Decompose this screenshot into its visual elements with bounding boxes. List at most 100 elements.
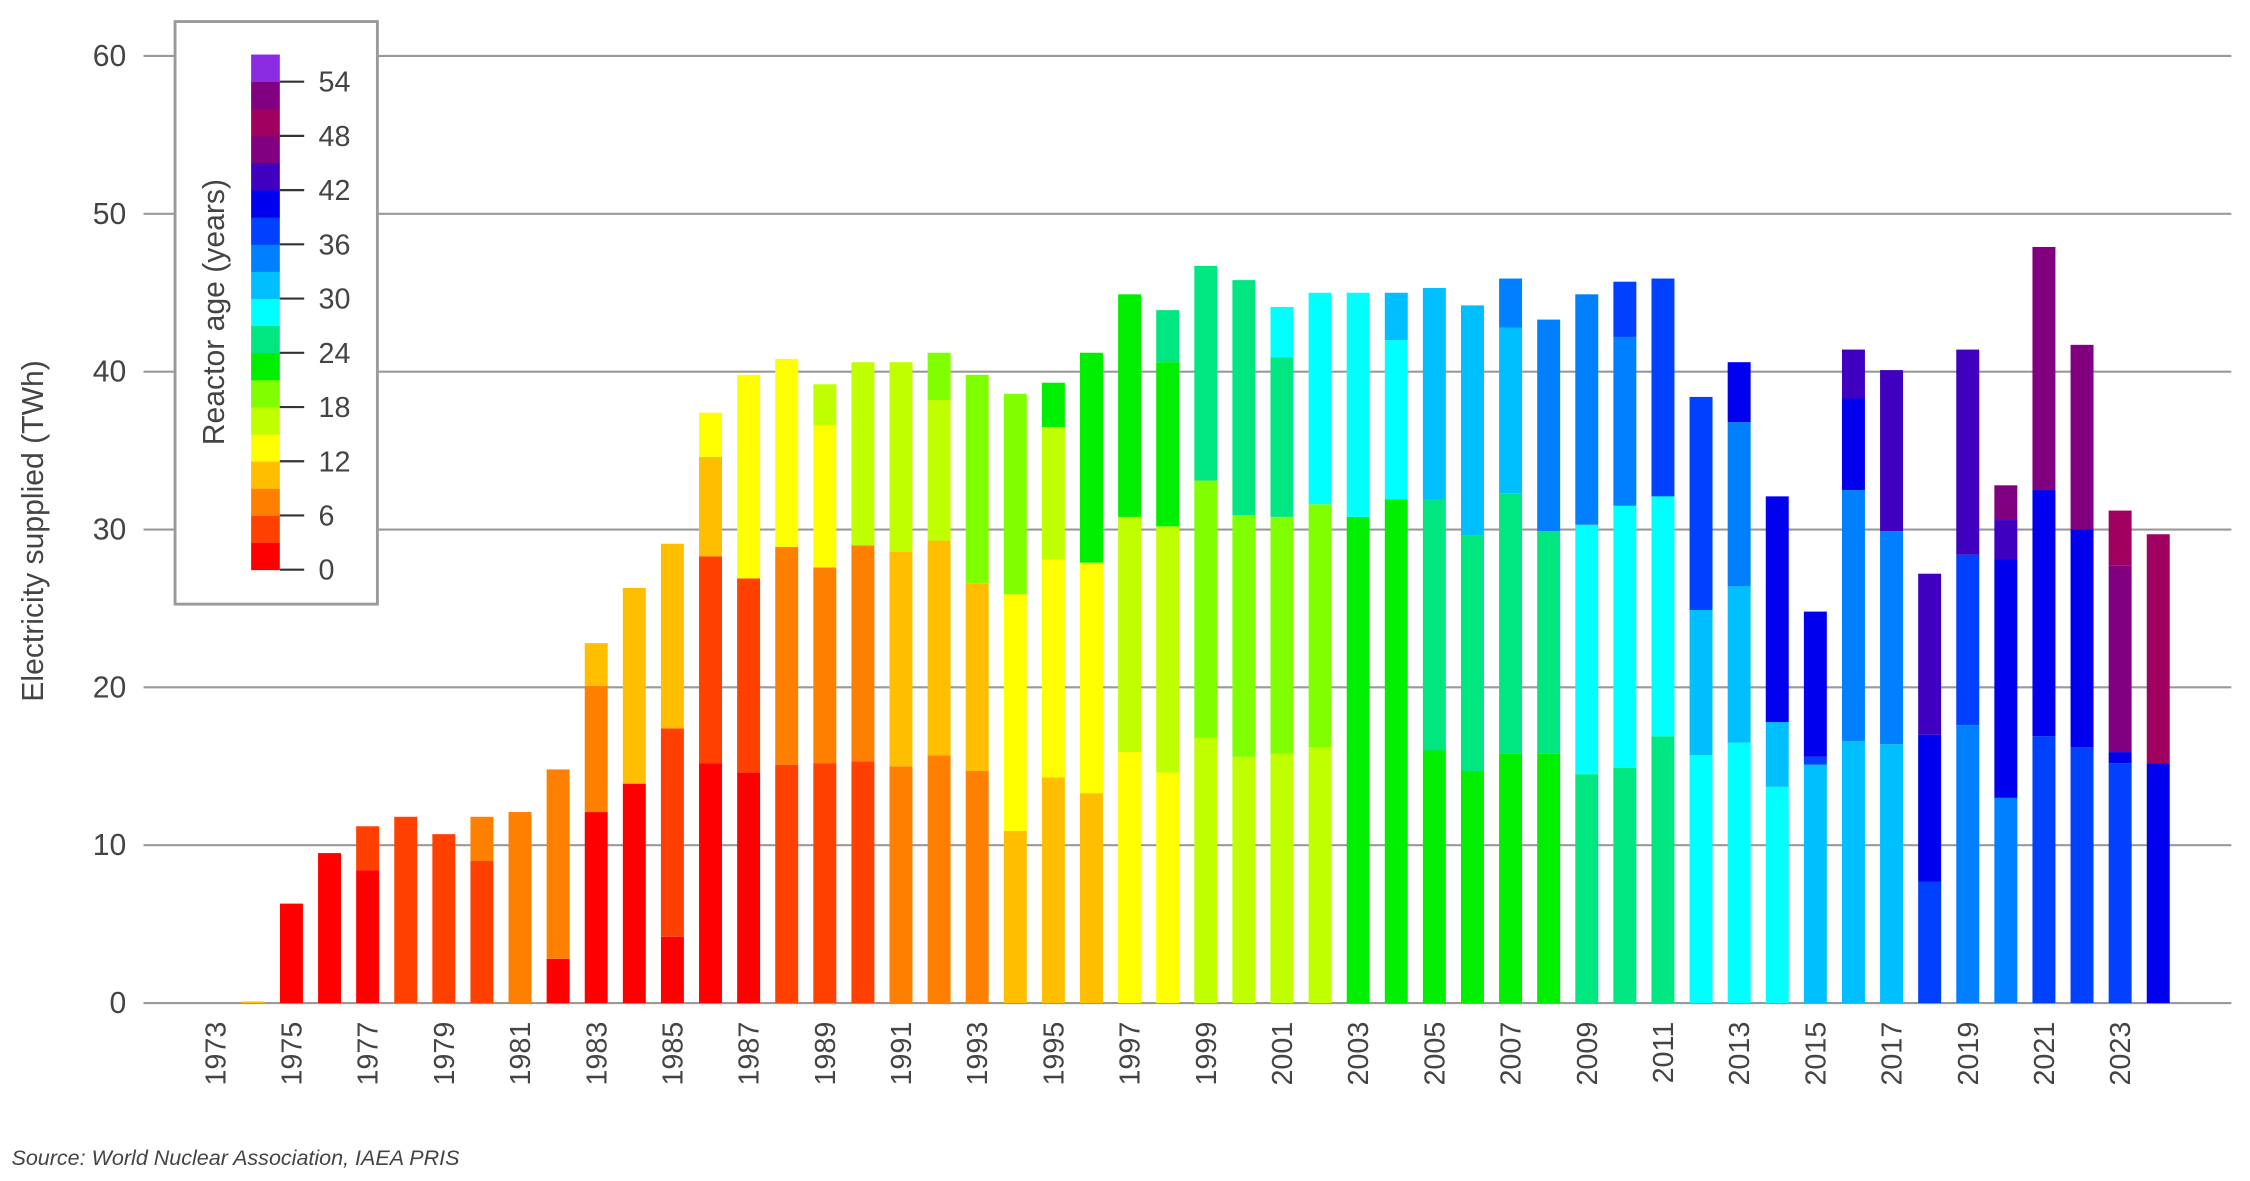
colorbar-band bbox=[251, 271, 280, 299]
bar-segment bbox=[1918, 881, 1942, 1004]
bar-segment bbox=[1765, 722, 1789, 787]
colorbar-tick-label: 6 bbox=[319, 501, 335, 533]
colorbar-band bbox=[251, 135, 280, 164]
bar-segment bbox=[1499, 278, 1523, 328]
colorbar-title: Reactor age (years) bbox=[198, 179, 231, 445]
bar-segment bbox=[2108, 565, 2132, 753]
bar-segment bbox=[1308, 504, 1332, 748]
colorbar-band bbox=[251, 407, 280, 435]
bar-segment bbox=[1575, 294, 1599, 525]
x-tick-label: 2005 bbox=[1419, 1022, 1451, 1086]
colorbar-band bbox=[251, 325, 280, 354]
bar-segment bbox=[965, 583, 989, 772]
colorbar-band bbox=[251, 352, 280, 381]
bar-segment bbox=[1841, 490, 1865, 742]
bar-segment bbox=[1270, 357, 1294, 517]
colorbar-tick-label: 54 bbox=[319, 67, 351, 99]
x-tick-label: 1999 bbox=[1191, 1022, 1223, 1086]
bar-segment bbox=[1041, 426, 1065, 560]
bar-segment bbox=[1727, 742, 1751, 1004]
bar-segment bbox=[1765, 786, 1789, 1004]
bar-segment bbox=[1918, 573, 1942, 735]
bar-segment bbox=[927, 352, 951, 401]
bar-segment bbox=[622, 587, 646, 784]
x-tick-label: 1981 bbox=[505, 1022, 537, 1086]
bar-segment bbox=[889, 362, 913, 552]
bar-segment bbox=[965, 374, 989, 584]
bar-segment bbox=[1194, 265, 1218, 481]
colorbar-tick-label: 0 bbox=[319, 555, 335, 587]
y-tick-label: 20 bbox=[93, 671, 127, 704]
x-tick-label: 1985 bbox=[657, 1022, 689, 1086]
bar-segment bbox=[584, 685, 608, 813]
bar-segment bbox=[1156, 526, 1180, 773]
bar-segment bbox=[889, 551, 913, 767]
bar-segment bbox=[660, 543, 684, 729]
x-tick-label: 2013 bbox=[1724, 1022, 1756, 1086]
bar-segment bbox=[1613, 767, 1637, 1004]
y-tick-label: 50 bbox=[93, 198, 127, 231]
bar-segment bbox=[1156, 362, 1180, 527]
bar-segment bbox=[546, 769, 570, 959]
colorbar-band bbox=[251, 190, 280, 218]
bar-segment bbox=[279, 903, 303, 1004]
x-tick-label: 1987 bbox=[734, 1022, 766, 1086]
bar-segment bbox=[1880, 744, 1904, 1004]
bar-segment bbox=[699, 763, 722, 1004]
bar-segment bbox=[1994, 559, 2018, 798]
colorbar-band bbox=[251, 542, 280, 571]
y-tick-label: 10 bbox=[93, 829, 127, 862]
colorbar-band bbox=[251, 298, 280, 327]
bar-segment bbox=[584, 643, 608, 686]
x-tick-label: 2023 bbox=[2105, 1022, 2137, 1086]
colorbar-band bbox=[251, 81, 280, 110]
bar-segment bbox=[965, 771, 989, 1004]
bar-segment bbox=[1841, 398, 1865, 491]
bar-segment bbox=[1689, 396, 1713, 611]
colorbar-band bbox=[251, 379, 280, 408]
x-tick-label: 2001 bbox=[1267, 1022, 1299, 1086]
bar-segment bbox=[1003, 393, 1027, 595]
bar-segment bbox=[1841, 741, 1865, 1004]
bar-segment bbox=[1994, 485, 2018, 521]
colorbar-band bbox=[251, 434, 280, 462]
bar-segment bbox=[2070, 747, 2094, 1004]
bar-segment bbox=[318, 853, 342, 1004]
colorbar-band bbox=[251, 217, 280, 245]
bar-segment bbox=[1041, 777, 1065, 1004]
y-tick-label: 0 bbox=[110, 987, 127, 1020]
bar-segment bbox=[851, 362, 875, 546]
bar-segment bbox=[1613, 336, 1637, 506]
bar-segment bbox=[660, 936, 684, 1004]
bar-segment bbox=[394, 816, 418, 1004]
bar-segment bbox=[1422, 288, 1446, 500]
colorbar-tick-label: 42 bbox=[319, 175, 351, 207]
colorbar-band bbox=[251, 515, 280, 544]
bar-segment bbox=[2108, 752, 2132, 764]
bar-segment bbox=[1384, 340, 1408, 500]
x-tick-label: 1989 bbox=[810, 1022, 842, 1086]
bar-segment bbox=[1118, 752, 1142, 1004]
y-axis-title: Electricity supplied (TWh) bbox=[17, 360, 50, 701]
bar-segment bbox=[1041, 559, 1065, 778]
bar-segment bbox=[1651, 278, 1675, 497]
bar-segment bbox=[775, 546, 799, 765]
bar-segment bbox=[851, 761, 875, 1004]
bar-segment bbox=[737, 374, 761, 579]
colorbar-tick-label: 12 bbox=[319, 446, 351, 478]
bar-segment bbox=[1194, 737, 1218, 1004]
colorbar-band bbox=[251, 108, 280, 137]
bar-segment bbox=[508, 812, 532, 1004]
bar-segment bbox=[1460, 305, 1484, 536]
bar-segment bbox=[1232, 515, 1256, 757]
bar-segment bbox=[1537, 531, 1561, 754]
colorbar-band bbox=[251, 54, 280, 83]
bar-segment bbox=[2108, 510, 2132, 566]
bar-segment bbox=[1270, 753, 1294, 1004]
x-tick-label: 1977 bbox=[353, 1022, 385, 1086]
colorbar-tick-label: 48 bbox=[319, 121, 351, 153]
bar-segment bbox=[1422, 499, 1446, 751]
bar-segment bbox=[1727, 586, 1751, 743]
bar-segment bbox=[1080, 793, 1103, 1004]
